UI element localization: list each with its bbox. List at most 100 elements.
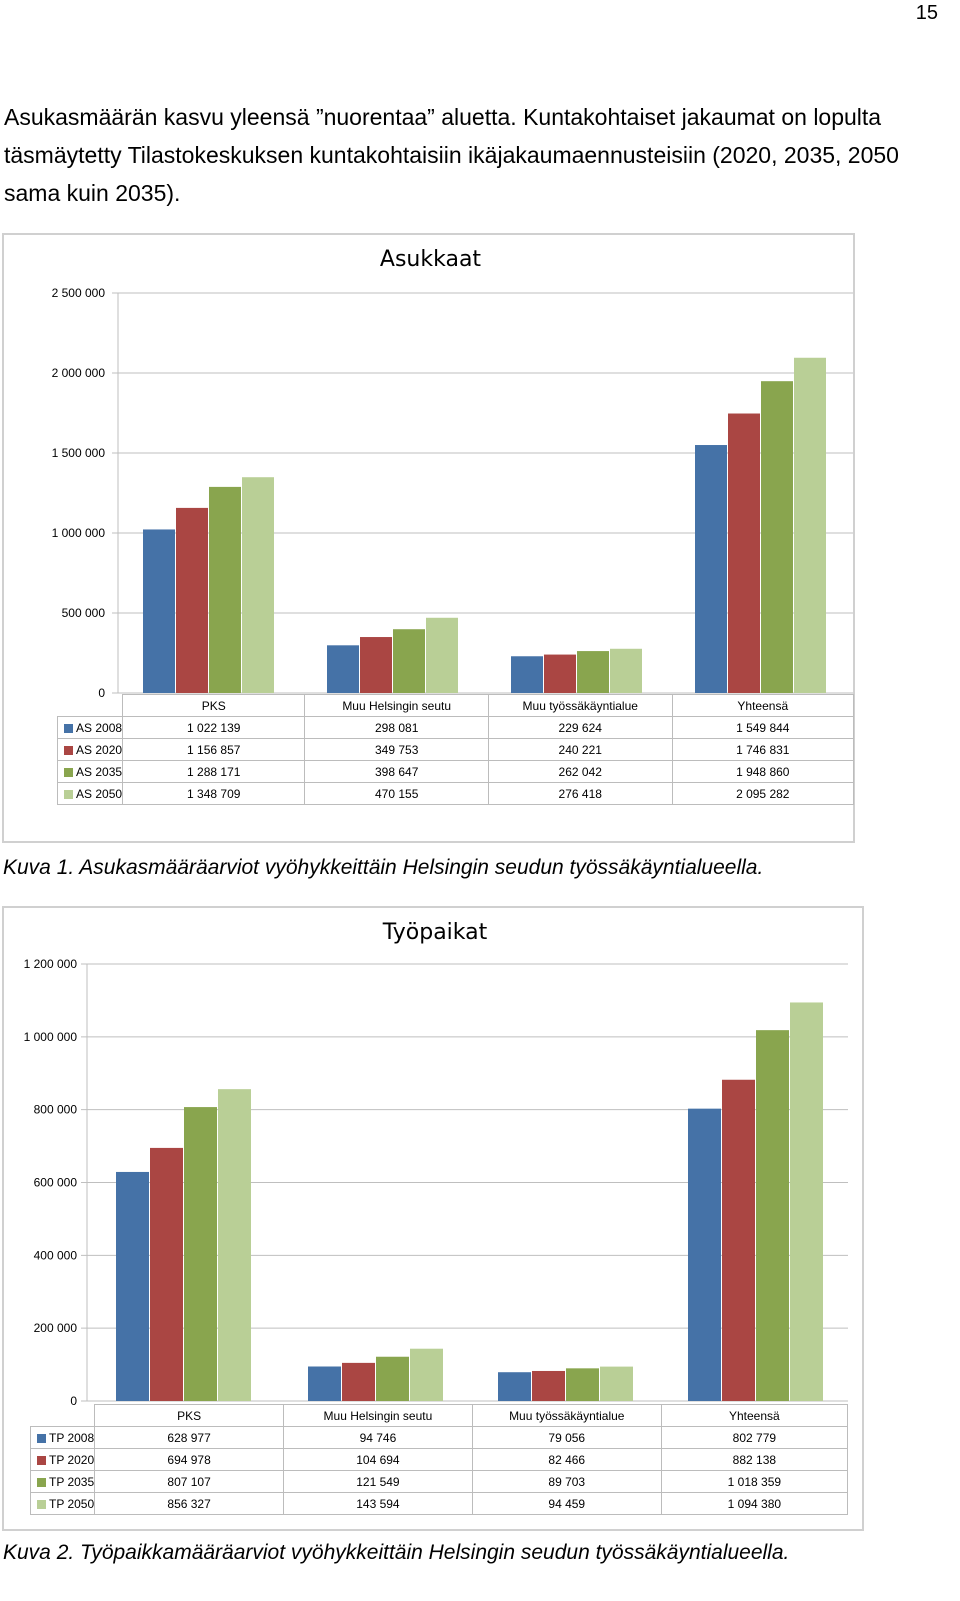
data-label: 1 156 857	[122, 738, 306, 761]
table-row: AS 2020 1 156 857 349 753 240 221 1 746 831	[56, 738, 855, 761]
table-row: TP 2035 807 107 121 549 89 703 1 018 359	[29, 1470, 849, 1493]
data-label: 694 978	[94, 1448, 285, 1471]
y-tick-label: 0	[70, 1394, 77, 1408]
legend-swatch	[37, 1455, 46, 1465]
y-tick-label: 600 000	[34, 1176, 78, 1190]
chart-title: Asukkaat	[379, 247, 482, 272]
data-label: 1 018 359	[660, 1470, 849, 1493]
intro-paragraph: Asukasmäärän kasvu yleensä ”nuorentaa” a…	[4, 104, 899, 206]
data-label: 240 221	[487, 738, 673, 761]
data-label: 276 418	[487, 782, 673, 805]
series-name: TP 2008	[49, 1430, 95, 1445]
table-row: TP 2008 628 977 94 746 79 056 802 779	[29, 1426, 849, 1449]
series-legend: AS 2050	[56, 782, 124, 805]
legend-swatch	[64, 767, 73, 777]
y-tick-label: 400 000	[34, 1248, 78, 1262]
table-header-row: PKS Muu Helsingin seutu Muu työssäkäyntial…	[30, 1404, 849, 1427]
bar	[511, 656, 543, 693]
legend-swatch	[64, 745, 73, 755]
bar	[756, 1030, 789, 1401]
bar	[600, 1366, 633, 1401]
series-name: TP 2035	[49, 1474, 95, 1489]
figure-caption-1: Kuva 1. Asukasmääräarviot vyöhykkeittäin…	[3, 856, 764, 879]
bar	[794, 357, 826, 693]
bar	[360, 637, 392, 693]
chart-title: Työpaikat	[382, 920, 488, 945]
series-legend: AS 2035	[56, 760, 124, 783]
bar	[728, 413, 760, 693]
bar	[695, 445, 727, 693]
legend-swatch	[37, 1477, 46, 1487]
y-tick-label: 2 000 000	[52, 366, 106, 380]
series-name: AS 2035	[76, 764, 123, 779]
bar	[761, 381, 793, 693]
bar	[498, 1372, 531, 1401]
series-legend: TP 2050	[29, 1492, 96, 1515]
bar	[577, 651, 609, 693]
series-legend: TP 2008	[29, 1426, 96, 1449]
legend-swatch	[37, 1433, 46, 1443]
legend-swatch	[64, 723, 73, 733]
data-label: 79 056	[471, 1426, 662, 1449]
bar	[308, 1366, 341, 1401]
data-label: 1 348 709	[122, 782, 306, 805]
data-label: 94 459	[471, 1492, 662, 1515]
bar	[184, 1107, 217, 1401]
legend-swatch	[64, 789, 73, 799]
bar	[532, 1370, 565, 1401]
bar	[176, 507, 208, 693]
bar	[342, 1362, 375, 1401]
series-name: AS 2008	[76, 720, 123, 735]
bar	[566, 1368, 599, 1401]
data-label: 802 779	[660, 1426, 849, 1449]
data-label: 143 594	[283, 1492, 473, 1515]
series-legend: TP 2035	[29, 1470, 96, 1493]
category-label: Yhteensä	[660, 1404, 849, 1427]
category-label: Muu työssäkäyntialue	[487, 694, 673, 717]
data-label: 1 094 380	[660, 1492, 849, 1515]
table-row: AS 2050 1 348 709 470 155 276 418 2 095 282	[56, 782, 855, 805]
y-tick-label: 2 500 000	[52, 286, 106, 300]
series-name: AS 2020	[76, 742, 123, 757]
bar	[150, 1147, 183, 1401]
series-name: TP 2050	[49, 1496, 95, 1511]
data-label: 229 624	[487, 716, 673, 739]
data-label: 882 138	[660, 1448, 849, 1471]
bar	[410, 1348, 443, 1401]
bar	[209, 486, 241, 693]
y-tick-label: 1 200 000	[24, 957, 78, 971]
bar	[722, 1079, 755, 1401]
data-label: 82 466	[471, 1448, 662, 1471]
bar	[376, 1356, 409, 1401]
chart-data-table-tyopaikat: PKS Muu Helsingin seutu Muu työssäkäyntial…	[29, 1404, 849, 1515]
series-legend: AS 2020	[56, 738, 124, 761]
data-label: 89 703	[471, 1470, 662, 1493]
data-label: 856 327	[94, 1492, 285, 1515]
table-row: TP 2020 694 978 104 694 82 466 882 138	[29, 1448, 849, 1471]
y-tick-label: 1 000 000	[52, 526, 106, 540]
category-label: Muu Helsingin seutu	[283, 1404, 473, 1427]
category-label: PKS	[94, 1404, 285, 1427]
bar	[393, 629, 425, 693]
bar	[143, 529, 175, 693]
page-number: 15	[915, 2, 938, 24]
table-row: AS 2035 1 288 171 398 647 262 042 1 948 860	[56, 760, 855, 783]
category-label: Muu Helsingin seutu	[304, 694, 489, 717]
y-tick-label: 0	[98, 686, 105, 700]
y-tick-label: 200 000	[34, 1321, 78, 1335]
data-label: 628 977	[94, 1426, 285, 1449]
series-legend: TP 2020	[29, 1448, 96, 1471]
series-name: AS 2050	[76, 786, 123, 801]
bar	[426, 617, 458, 693]
chart-data-table-asukkaat: PKS Muu Helsingin seutu Muu työssäkäyntial…	[56, 694, 855, 805]
bar	[610, 648, 642, 693]
data-label: 104 694	[283, 1448, 473, 1471]
bar	[544, 654, 576, 693]
series-legend: AS 2008	[56, 716, 124, 739]
bar	[688, 1108, 721, 1401]
bar	[218, 1089, 251, 1401]
category-label: Muu työssäkäyntialue	[471, 1404, 662, 1427]
y-tick-label: 800 000	[34, 1103, 78, 1117]
